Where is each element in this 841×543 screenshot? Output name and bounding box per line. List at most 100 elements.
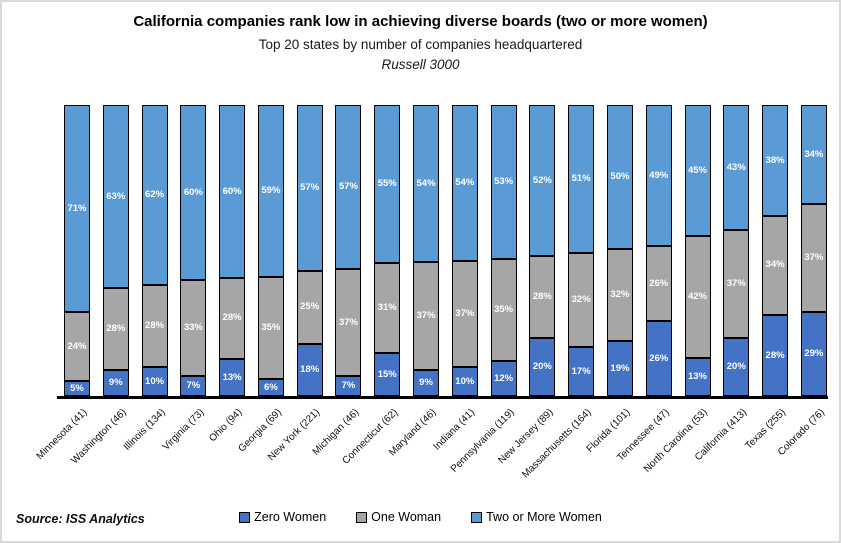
bar-segment-two-or-more-women: 59% (257, 105, 284, 277)
data-label: 62% (145, 189, 165, 201)
data-label: 7% (341, 380, 356, 392)
data-label: 24% (67, 340, 87, 352)
data-label: 20% (726, 361, 746, 373)
bar-segment-one-woman: 32% (606, 249, 633, 342)
bar-georgia-69: 59% 35% 6% Georgia (69) (236, 105, 284, 454)
data-label: 63% (106, 190, 126, 202)
data-label: 52% (532, 174, 552, 186)
bar-new-jersey-89: 52% 28% 20% New Jersey (89) (496, 105, 556, 466)
data-label: 26% (649, 352, 669, 364)
bar-segment-two-or-more-women: 53% (490, 105, 517, 260)
bar-massachusetts-164: 51% 32% 17% Massachusetts (164) (521, 105, 595, 480)
bar-segment-zero-women: 29% (800, 311, 827, 396)
bar-segment-two-or-more-women: 49% (645, 105, 672, 247)
data-label: 54% (416, 177, 436, 189)
data-label: 50% (610, 171, 630, 183)
bar-segment-two-or-more-women: 63% (102, 105, 129, 289)
bar-segment-one-woman: 31% (374, 263, 401, 353)
stacked-bar: 71% 24% 5% (64, 105, 90, 396)
stacked-bar: 63% 28% 9% (102, 105, 129, 396)
data-label: 28% (765, 349, 785, 361)
bar-michigan-46: 57% 37% 7% Michigan (46) (311, 105, 362, 458)
bar-pennsylvania-119: 53% 35% 12% Pennsylvania (119) (449, 105, 517, 475)
bar-segment-zero-women: 18% (296, 343, 323, 396)
data-label: 18% (300, 364, 320, 376)
bar-segment-zero-women: 12% (490, 361, 517, 396)
plot-area: 71% 24% 5% Minnesota (41) 63% 28% 9% Washington… (35, 105, 828, 480)
data-label: 15% (377, 368, 397, 380)
data-label: 9% (108, 377, 123, 389)
data-label: 53% (494, 176, 514, 188)
bar-segment-one-woman: 32% (568, 253, 595, 347)
data-label: 28% (145, 320, 165, 332)
bar-segment-one-woman: 35% (490, 259, 517, 362)
bar-segment-one-woman: 25% (296, 270, 323, 344)
data-label: 32% (571, 294, 591, 306)
stacked-bar: 54% 37% 10% (451, 105, 478, 396)
bar-segment-one-woman: 28% (141, 285, 168, 367)
data-label: 28% (106, 323, 126, 335)
bar-segment-two-or-more-women: 38% (762, 105, 789, 216)
bar-segment-zero-women: 26% (645, 321, 672, 396)
bar-segment-zero-women: 10% (451, 367, 478, 396)
stacked-bar: 60% 33% 7% (180, 105, 207, 396)
bar-segment-zero-women: 13% (219, 358, 246, 396)
source-note: Source: ISS Analytics (16, 512, 145, 526)
bar-segment-zero-women: 7% (180, 375, 207, 396)
bar-segment-two-or-more-women: 57% (335, 105, 362, 270)
bar-segment-zero-women: 7% (335, 375, 362, 396)
bar-segment-one-woman: 37% (335, 269, 362, 376)
bar-segment-two-or-more-women: 60% (180, 105, 207, 280)
bar-segment-two-or-more-women: 51% (568, 105, 595, 254)
data-label: 26% (649, 277, 669, 289)
bar-segment-one-woman: 37% (723, 230, 750, 338)
bar-segment-two-or-more-women: 45% (684, 105, 711, 236)
data-label: 59% (261, 185, 281, 197)
chart-subtitle: Top 20 states by number of companies hea… (258, 36, 583, 52)
chart-subtitle-russell-3000: Russell 3000 (381, 56, 460, 72)
bar-colorado-76: 34% 37% 29% Colorado (76) (776, 105, 827, 458)
data-label: 29% (804, 348, 824, 360)
bar-segment-one-woman: 34% (762, 215, 789, 315)
data-label: 51% (571, 173, 591, 185)
stacked-bar: 57% 25% 18% (296, 105, 323, 396)
bar-segment-two-or-more-women: 54% (451, 105, 478, 261)
bar-segment-one-woman: 28% (529, 256, 556, 338)
chart-header: California companies rank low in achievi… (2, 13, 839, 73)
stacked-bar: 54% 37% 9% (413, 105, 440, 396)
data-label: 60% (183, 186, 203, 198)
data-label: 49% (649, 169, 669, 181)
data-label: 60% (222, 185, 242, 197)
data-label: 7% (186, 380, 201, 392)
bar-segment-one-woman: 35% (257, 276, 284, 379)
stacked-bar: 50% 32% 19% (606, 105, 633, 396)
bar-segment-zero-women: 9% (413, 369, 440, 396)
legend-item-zero-women: Zero Women (239, 510, 326, 524)
stacked-bar: 53% 35% 12% (490, 105, 517, 396)
bar-segment-two-or-more-women: 57% (296, 105, 323, 271)
bar-segment-one-woman: 42% (684, 235, 711, 359)
data-label: 10% (455, 375, 475, 387)
legend-item-two-or-more-women: Two or More Women (471, 510, 602, 524)
bar-segment-one-woman: 24% (64, 311, 90, 382)
data-label: 37% (416, 310, 436, 322)
bar-segment-one-woman: 28% (102, 288, 129, 370)
data-label: 37% (338, 316, 358, 328)
bar-segment-two-or-more-women: 54% (413, 105, 440, 263)
bar-new-york-221: 57% 25% 18% New York (221) (266, 105, 323, 463)
bar-segment-zero-women: 28% (762, 314, 789, 396)
bar-segment-zero-women: 20% (529, 337, 556, 396)
bar-connecticut-62: 55% 31% 15% Connecticut (62) (340, 105, 401, 467)
data-label: 37% (804, 252, 824, 264)
stacked-bar: 60% 28% 13% (219, 105, 246, 396)
data-label: 32% (610, 289, 630, 301)
bar-virginia-73: 60% 33% 7% Virginia (73) (160, 105, 207, 453)
stacked-bar: 45% 42% 13% (684, 105, 711, 396)
stacked-bar: 57% 37% 7% (335, 105, 362, 396)
stacked-bar: 62% 28% 10% (141, 105, 168, 396)
bar-texas-255: 38% 34% 28% Texas (255) (743, 105, 789, 452)
stacked-bar: 34% 37% 29% (800, 105, 827, 396)
data-label: 42% (687, 291, 707, 303)
bar-segment-one-woman: 33% (180, 279, 207, 376)
